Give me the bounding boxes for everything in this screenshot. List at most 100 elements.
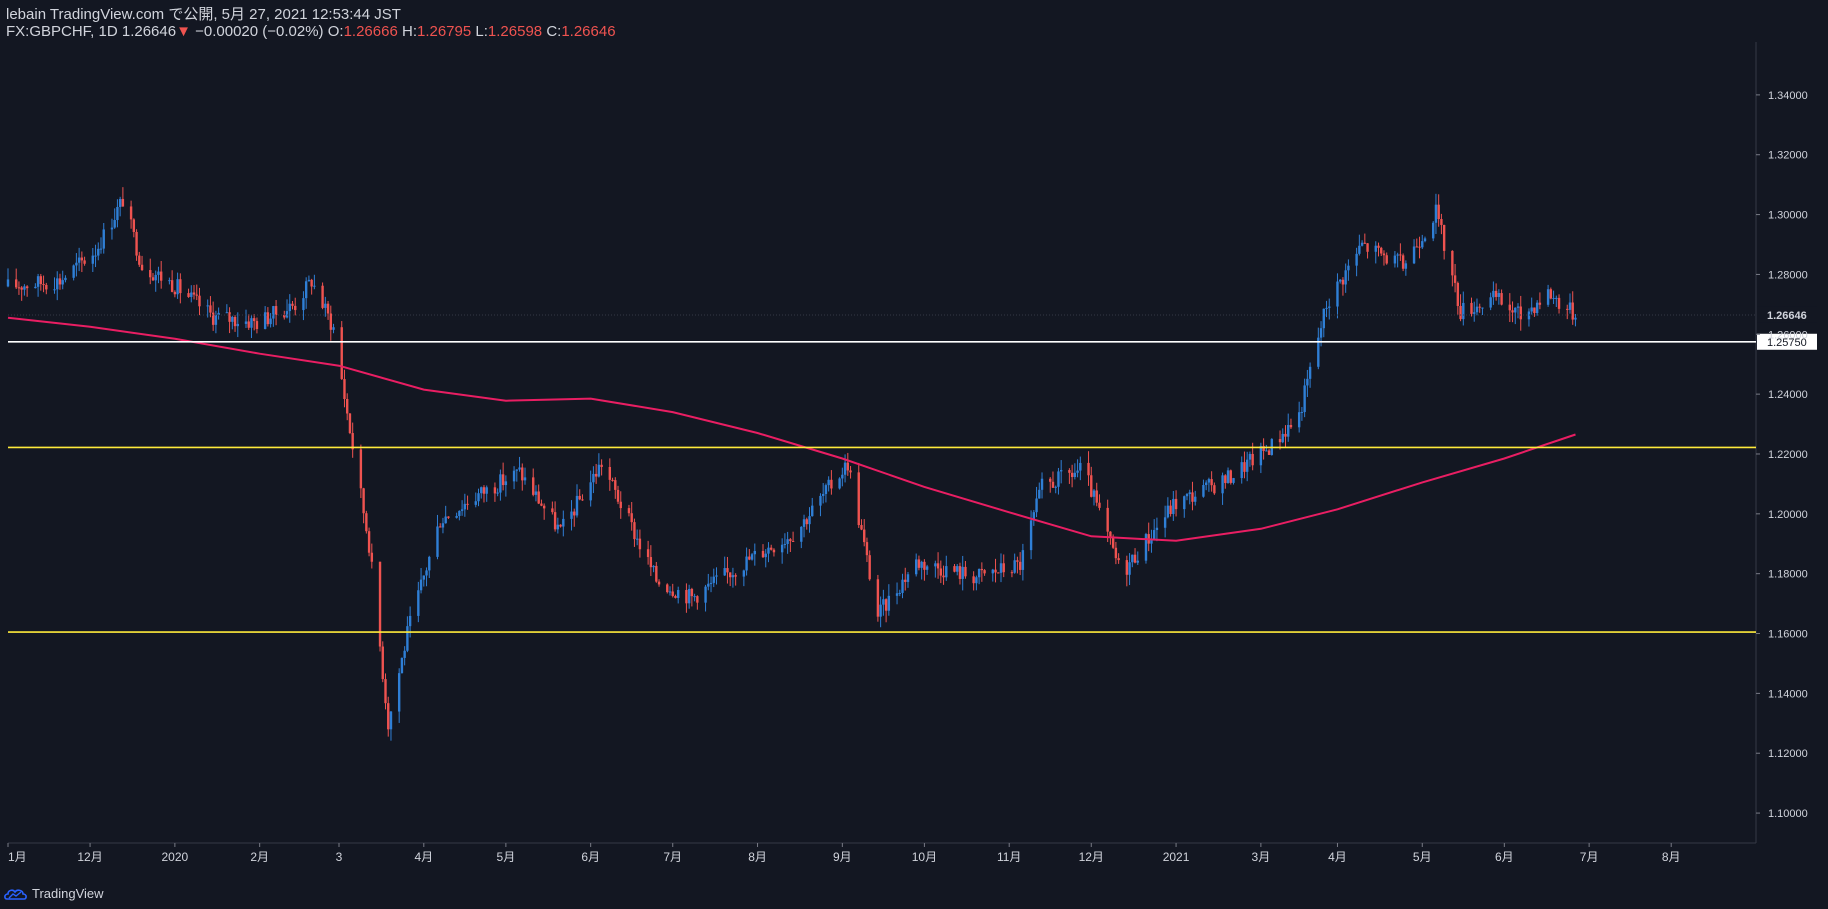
candle-body: [1415, 246, 1418, 248]
candle-body: [1363, 242, 1367, 244]
candle-body: [1232, 478, 1235, 483]
candle-body: [887, 595, 891, 611]
y-tick-label: 1.24000: [1768, 389, 1808, 401]
candle-body: [956, 566, 959, 572]
tradingview-logo[interactable]: TradingView: [4, 886, 104, 901]
low-value: 1.26598: [487, 23, 543, 40]
candle-body: [1136, 560, 1139, 563]
candle-body: [1224, 475, 1227, 484]
candle-body: [1240, 462, 1243, 479]
candle-body: [42, 284, 45, 286]
candle-body: [384, 679, 387, 704]
candle-body: [553, 512, 557, 530]
x-tick-label: 5月: [497, 850, 516, 864]
candle-body: [195, 294, 198, 296]
candle-body: [1207, 479, 1211, 483]
candle-body: [1300, 412, 1304, 414]
candle-body: [884, 599, 888, 611]
candle-body: [575, 495, 579, 516]
candle-body: [1169, 505, 1172, 514]
candle-body: [791, 540, 795, 542]
candle-body: [764, 553, 767, 558]
candle-body: [45, 284, 48, 290]
y-tick-label: 1.28000: [1768, 269, 1808, 281]
candle-body: [1571, 302, 1574, 320]
price-axis: 1.34000 1.32000 1.30000 1.28000 1.26000 1.240…: [1756, 90, 1808, 820]
candle-body: [999, 563, 1003, 573]
candle-body: [75, 262, 78, 266]
candle-body: [627, 508, 631, 514]
candle-body: [761, 550, 765, 558]
horizontal-levels: 1.25750 1.26646: [8, 306, 1817, 633]
candle-body: [690, 588, 694, 597]
candle-body: [1049, 478, 1052, 482]
candle-body: [715, 575, 718, 577]
candle-body: [581, 499, 584, 501]
candle-body: [1421, 241, 1424, 248]
candle-body: [1459, 305, 1462, 320]
candle-body: [458, 510, 461, 517]
candle-body: [329, 313, 332, 330]
candle-body: [444, 516, 447, 524]
candle-body: [97, 248, 100, 256]
candle-body: [1155, 527, 1159, 531]
candle-body: [1183, 496, 1186, 510]
candle-body: [1106, 507, 1109, 532]
candle-body: [15, 279, 18, 288]
candle-body: [1492, 290, 1495, 298]
candle-body: [1287, 424, 1290, 437]
candle-body: [1128, 562, 1131, 575]
symbol-label[interactable]: FX:GBPCHF, 1D: [6, 23, 118, 40]
candle-body: [551, 508, 554, 513]
candle-body: [882, 599, 885, 605]
candle-body: [1385, 255, 1388, 264]
candle-body: [742, 570, 746, 577]
candle-body: [750, 554, 754, 560]
candle-body: [802, 519, 806, 527]
candle-body: [1210, 479, 1213, 486]
candle-body: [611, 479, 614, 481]
candle-body: [1494, 290, 1498, 297]
candle-body: [340, 327, 343, 380]
candle-body: [772, 549, 776, 553]
candle-body: [417, 590, 420, 616]
candle-body: [1538, 302, 1542, 305]
candle-body: [154, 274, 157, 281]
candle-body: [326, 303, 330, 314]
candle-body: [573, 511, 576, 516]
candle-body: [1514, 307, 1517, 313]
candle-body: [94, 255, 97, 257]
candle-body: [179, 279, 182, 294]
candle-body: [1549, 289, 1553, 299]
candle-body: [1497, 293, 1501, 297]
candle-body: [214, 314, 218, 325]
x-tick-label: 8月: [1662, 850, 1681, 864]
candle-body: [1185, 494, 1189, 497]
candle-body: [1396, 254, 1399, 256]
candle-body: [198, 295, 201, 307]
candle-body: [463, 503, 467, 510]
down-arrow-icon: ▼: [176, 23, 191, 40]
candle-body: [460, 509, 464, 511]
candle-body: [1204, 482, 1208, 486]
candle-body: [321, 285, 324, 308]
candle-body: [1070, 472, 1074, 478]
y-tick-label: 1.32000: [1768, 150, 1808, 162]
candle-body: [748, 556, 751, 560]
candle-body: [953, 566, 956, 572]
candle-body: [827, 479, 830, 486]
x-tick-label: 1月: [8, 850, 27, 864]
candle-body: [1131, 554, 1134, 563]
candle-body: [474, 501, 477, 505]
candle-body: [1325, 307, 1328, 309]
candle-body: [767, 547, 770, 554]
candle-body: [406, 626, 409, 651]
candle-body: [294, 305, 297, 311]
candle-body: [1519, 306, 1522, 320]
candle-body: [1374, 245, 1377, 252]
candle-body: [6, 279, 10, 287]
publish-info: lebain TradingView.com で公開, 5月 27, 2021 …: [6, 6, 401, 23]
candle-body: [753, 550, 756, 555]
candle-body: [132, 219, 136, 232]
